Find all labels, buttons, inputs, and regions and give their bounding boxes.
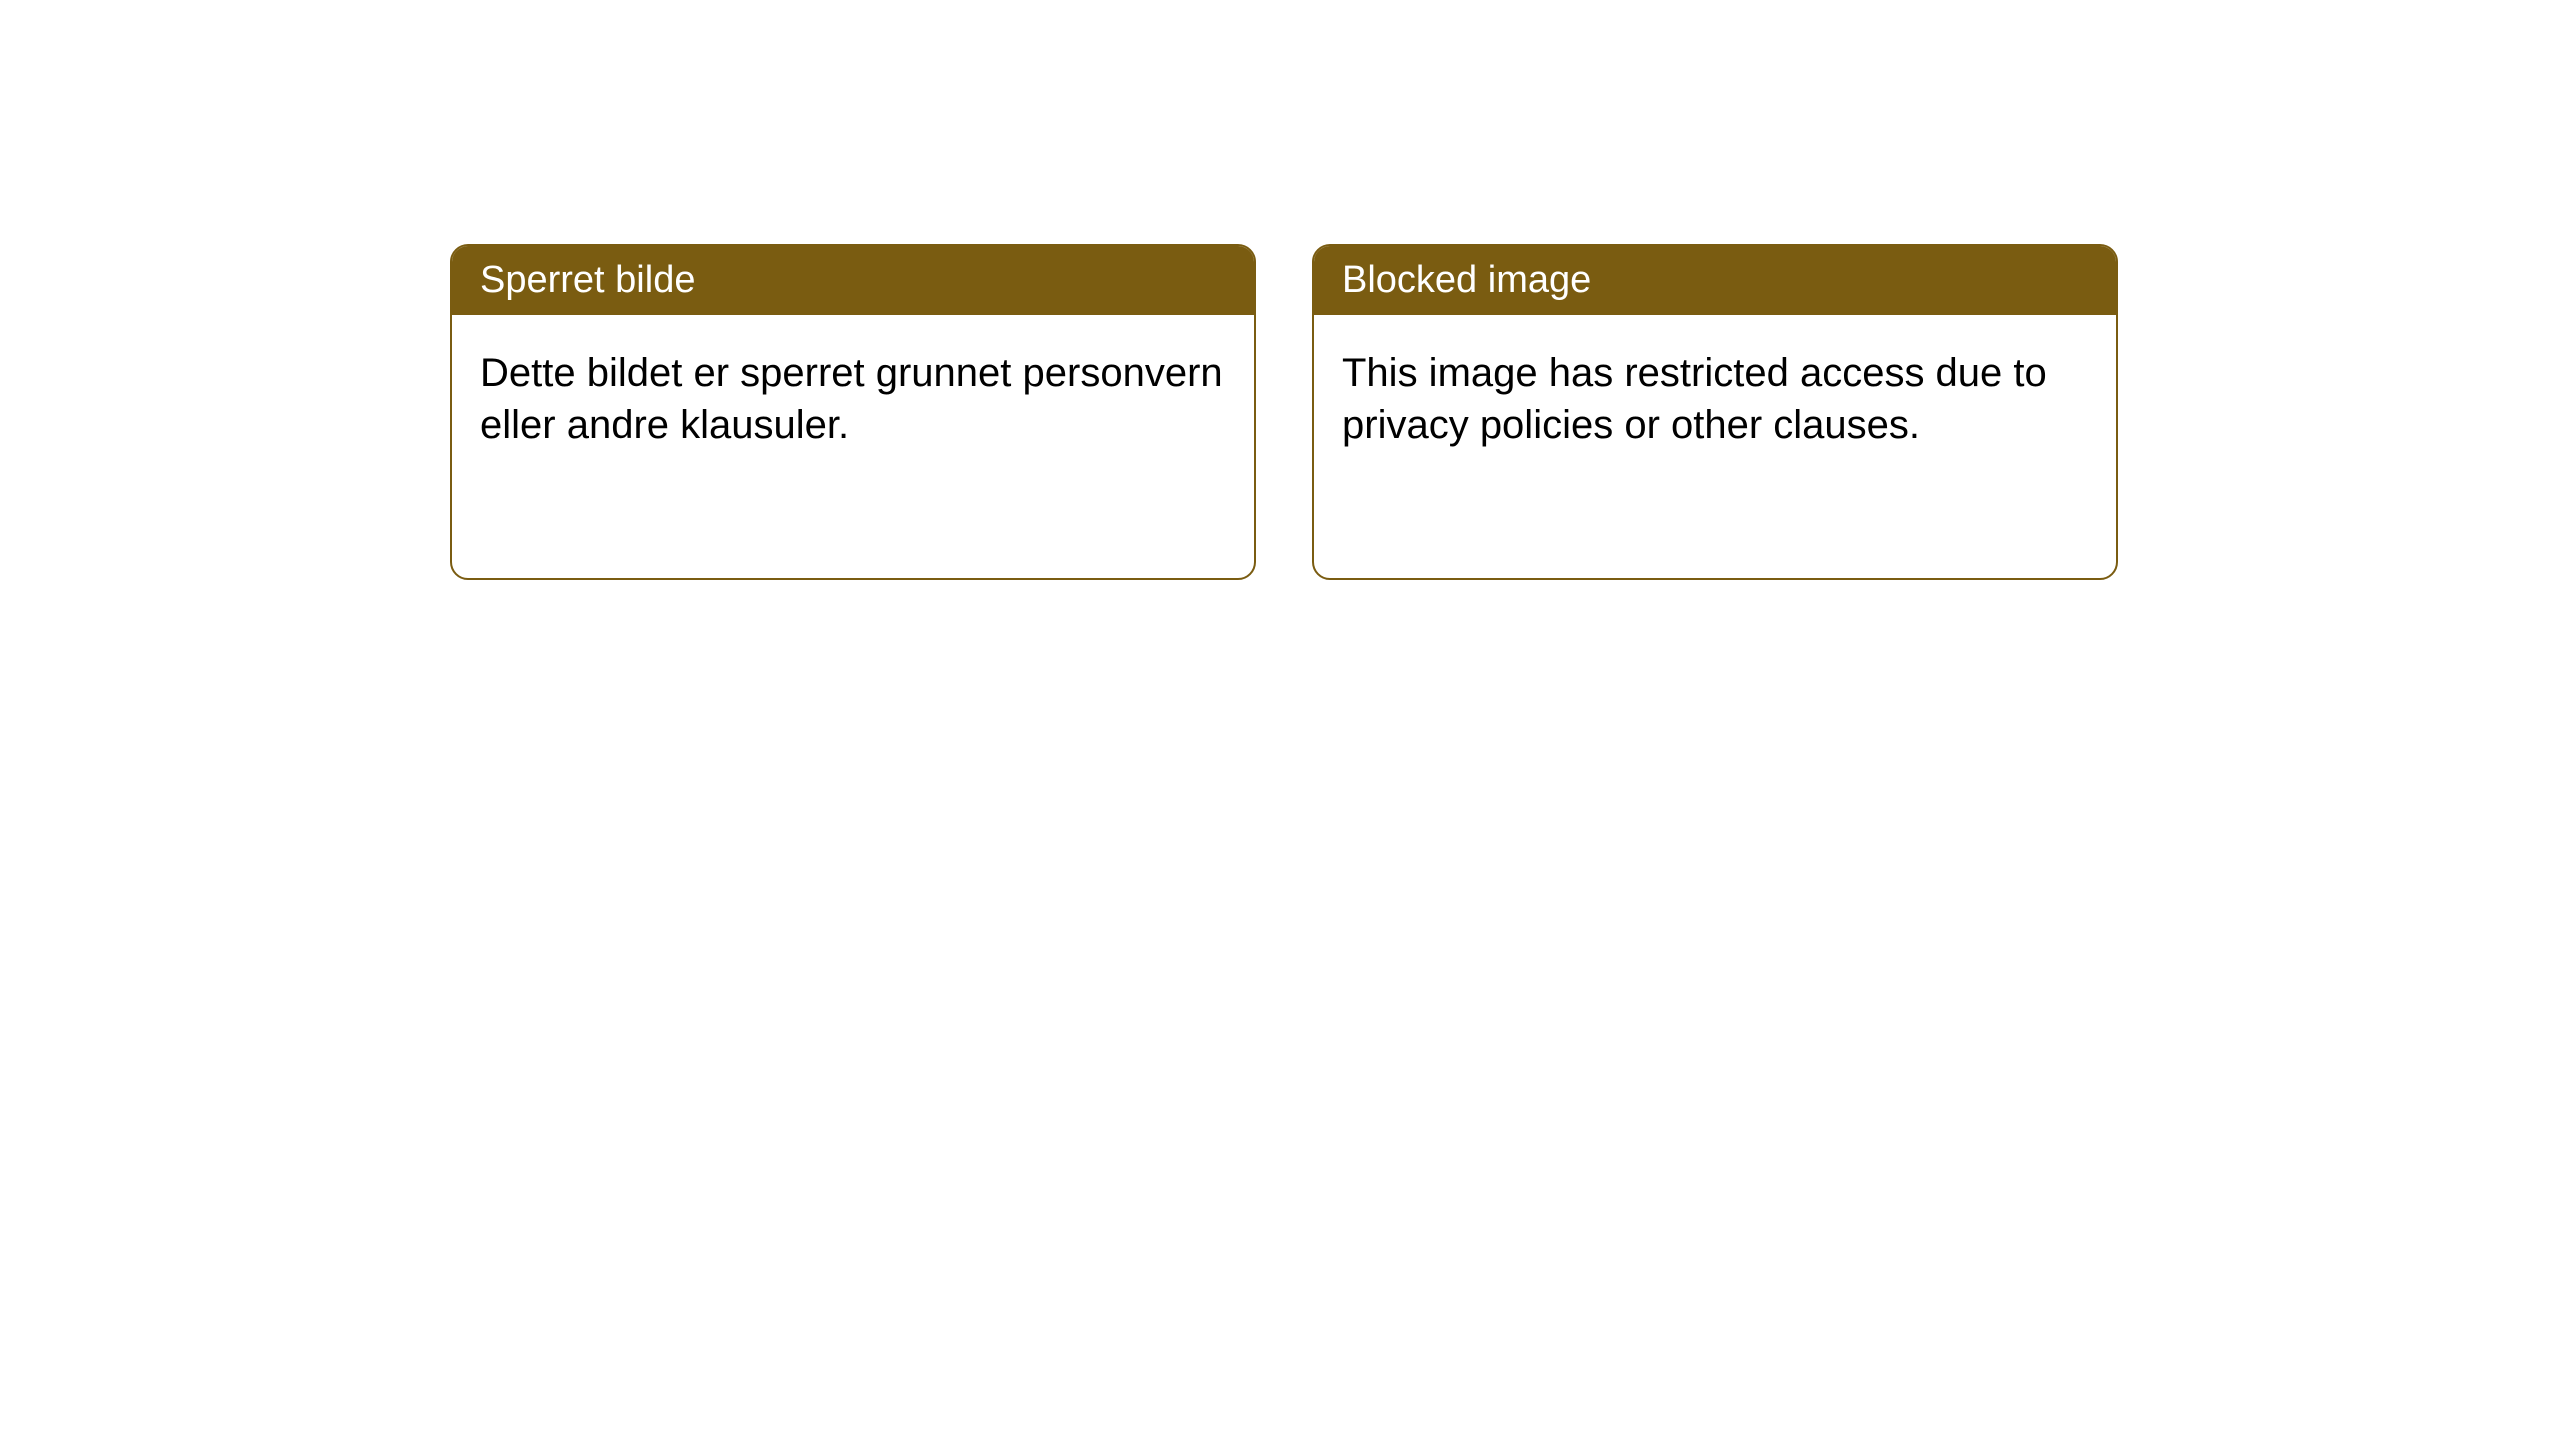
notice-container: Sperret bilde Dette bildet er sperret gr…	[450, 244, 2118, 580]
notice-header-english: Blocked image	[1314, 246, 2116, 315]
notice-body-norwegian: Dette bildet er sperret grunnet personve…	[452, 315, 1254, 483]
notice-header-norwegian: Sperret bilde	[452, 246, 1254, 315]
notice-body-english: This image has restricted access due to …	[1314, 315, 2116, 483]
notice-card-english: Blocked image This image has restricted …	[1312, 244, 2118, 580]
notice-card-norwegian: Sperret bilde Dette bildet er sperret gr…	[450, 244, 1256, 580]
